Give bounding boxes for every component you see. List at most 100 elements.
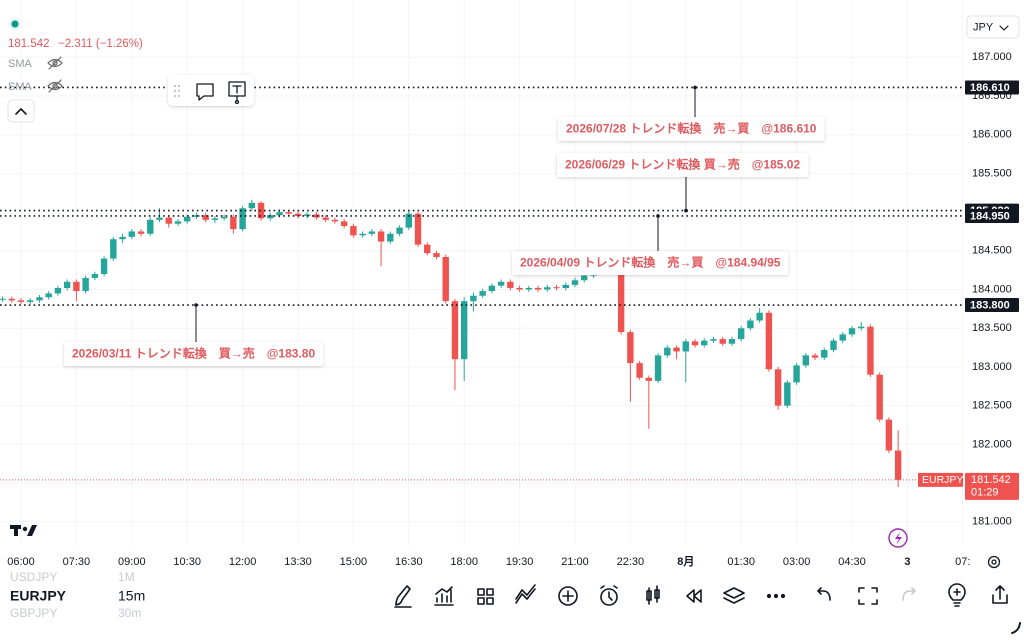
currency-label[interactable]: JPY (973, 21, 994, 33)
candle-body (525, 287, 533, 290)
annotation-box (557, 153, 809, 177)
candle-body (54, 287, 62, 294)
candle-body (248, 202, 256, 209)
candle-body (858, 326, 865, 329)
indicators-icon[interactable] (434, 586, 454, 606)
collapse-button[interactable] (7, 99, 35, 123)
candle-body (571, 280, 579, 285)
caret-up[interactable] (15, 108, 27, 115)
candle-body (340, 221, 348, 227)
candle-body (147, 219, 154, 234)
interval-option[interactable]: 30m (118, 606, 141, 620)
level-tag (965, 80, 1019, 95)
candle-body (470, 295, 477, 302)
y-tick-label: 183.000 (972, 361, 1012, 373)
candle-body (784, 382, 791, 406)
candle-body (63, 281, 71, 288)
x-tick-label: 15:00 (340, 556, 368, 568)
x-tick-label: 3 (904, 556, 910, 568)
y-tick-label: 185.500 (972, 167, 1012, 179)
candle-body (774, 369, 782, 406)
plot-area (0, 0, 963, 545)
candles-icon[interactable] (646, 585, 660, 605)
x-tick-label: 07: (955, 556, 970, 568)
level-tag (965, 298, 1019, 313)
annotation-anchor (656, 214, 660, 218)
candle-body (137, 231, 145, 234)
resize-handle[interactable] (1011, 622, 1021, 634)
y-tick-label: 187.000 (972, 51, 1012, 63)
more-icon[interactable] (766, 593, 786, 599)
candle-body (839, 334, 846, 341)
candle-body (719, 339, 726, 344)
candle-body (405, 213, 412, 228)
candle-body (128, 231, 135, 237)
text-icon[interactable] (228, 81, 246, 105)
annotation-text: 2026/07/28 トレンド転換 売→買 @186.610 (566, 121, 817, 136)
candle-body (507, 281, 514, 288)
eye-off-icon[interactable] (47, 56, 63, 70)
level-tag-label: 183.800 (970, 299, 1010, 311)
settings-icon[interactable] (987, 555, 1001, 569)
indicator-label[interactable]: SMA (8, 58, 33, 70)
annotation-text: 2026/03/11 トレンド転換 買→売 @183.80 (72, 346, 315, 361)
eye-off-icon[interactable] (47, 79, 63, 93)
lightning-icon[interactable] (895, 532, 902, 545)
candle-body (27, 300, 34, 302)
undo-icon[interactable] (817, 587, 831, 601)
candle-body (36, 297, 43, 301)
symbol-option[interactable]: USDJPY (10, 570, 57, 584)
indicator-label[interactable]: SMA (8, 81, 33, 93)
candle-body (350, 226, 357, 236)
candle-body (220, 216, 228, 219)
redo-icon[interactable] (902, 587, 916, 601)
candle-body (451, 301, 459, 360)
interval-selected[interactable]: 15m (118, 588, 145, 604)
dropdown-caret[interactable] (999, 25, 1009, 31)
candle-body (848, 328, 856, 335)
ideas-icon[interactable] (948, 583, 966, 607)
candle-body (359, 233, 366, 236)
replay-icon[interactable] (686, 589, 702, 603)
currency-selector[interactable] (966, 15, 1020, 39)
candle-body (396, 227, 403, 234)
drag-handle[interactable] (174, 85, 180, 97)
symbol-option[interactable]: GBPJPY (10, 606, 57, 620)
header-change: −2.311 (−1.26%) (58, 38, 143, 50)
candle-body (285, 212, 292, 214)
candle-body (553, 287, 560, 289)
candle-body (581, 275, 588, 281)
comment-icon[interactable] (196, 83, 214, 101)
candle-body (664, 347, 671, 356)
draw-icon[interactable] (394, 585, 412, 608)
candle-body (91, 274, 99, 278)
candle-body (562, 284, 569, 288)
add-icon[interactable] (558, 586, 578, 606)
fullscreen-icon[interactable] (858, 587, 878, 605)
x-tick-label: 12:00 (229, 556, 257, 568)
status-dot (11, 20, 19, 28)
candle-body (802, 355, 810, 366)
candle-body (368, 231, 376, 234)
logo[interactable] (10, 525, 37, 536)
strategy-icon[interactable] (515, 584, 536, 604)
floating-toolbar (168, 75, 254, 106)
share-icon[interactable] (992, 585, 1008, 604)
symbol-selected[interactable]: EURJPY (10, 588, 67, 604)
layers-icon[interactable] (723, 587, 745, 604)
candle-body (894, 450, 902, 480)
candle-body (0, 298, 6, 300)
x-tick-label: 18:00 (450, 556, 478, 568)
candle-body (433, 253, 440, 258)
candle-body (627, 332, 634, 364)
last-price-label: 181.542 (971, 474, 1011, 486)
layout-icon[interactable] (477, 588, 494, 605)
candle-body (654, 355, 662, 381)
candle-body (793, 365, 800, 383)
candle-body (230, 216, 237, 230)
interval-option[interactable]: 1M (118, 570, 135, 584)
alarm-icon[interactable] (600, 585, 618, 606)
last-price-tag (965, 472, 1019, 500)
candle-body (174, 221, 182, 224)
candle-body (479, 291, 486, 296)
